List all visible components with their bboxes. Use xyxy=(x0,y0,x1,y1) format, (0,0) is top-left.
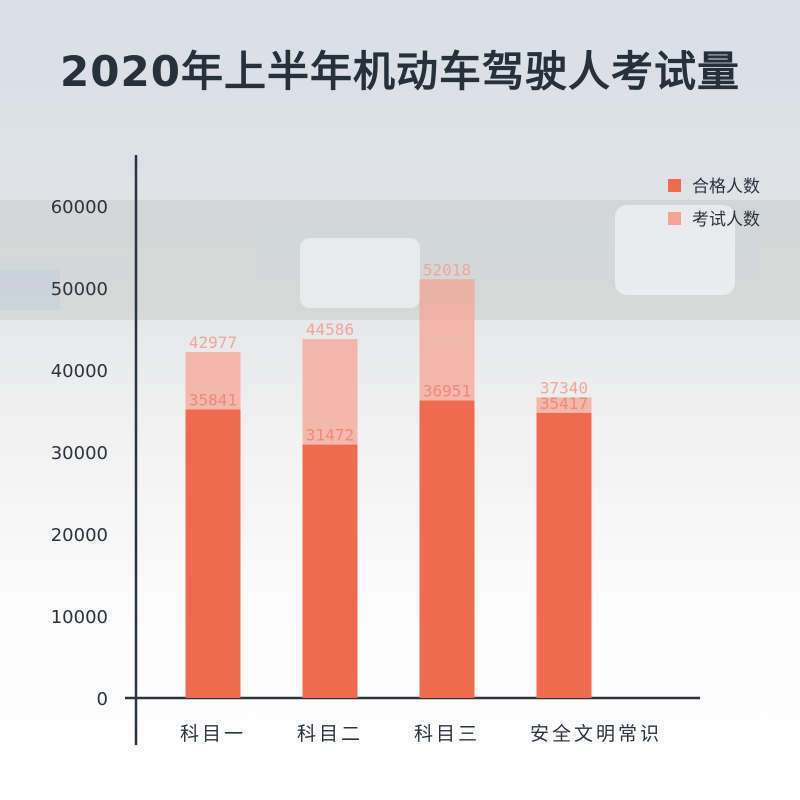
y-tick-label: 20000 xyxy=(51,525,108,546)
y-tick-label: 0 xyxy=(97,689,108,710)
legend-swatch xyxy=(668,212,681,225)
data-label-exam: 37340 xyxy=(540,378,588,397)
data-label-exam: 42977 xyxy=(189,333,237,352)
x-category-label: 安全文明常识 xyxy=(530,723,662,745)
bar-pass xyxy=(536,412,592,698)
data-label-exam: 52018 xyxy=(423,260,471,279)
data-label-pass: 35841 xyxy=(189,390,237,409)
bar-pass xyxy=(302,444,358,698)
data-label-exam: 44586 xyxy=(306,320,354,339)
x-category-label: 科目三 xyxy=(414,723,480,745)
x-category-label: 科目二 xyxy=(297,723,363,745)
bar-pass xyxy=(185,409,241,698)
y-tick-label: 40000 xyxy=(51,361,108,382)
y-tick-label: 50000 xyxy=(51,279,108,300)
legend-swatch xyxy=(668,179,681,192)
data-label-pass: 35417 xyxy=(540,394,588,413)
y-tick-label: 60000 xyxy=(51,197,108,218)
y-tick-label: 30000 xyxy=(51,443,108,464)
y-tick-label: 10000 xyxy=(51,607,108,628)
x-category-label: 科目一 xyxy=(180,723,246,745)
legend-label: 合格人数 xyxy=(692,177,760,197)
data-label-pass: 36951 xyxy=(423,382,471,401)
bar-pass xyxy=(419,400,475,698)
background-photo xyxy=(0,200,800,320)
chart-title: 2020年上半年机动车驾驶人考试量 xyxy=(60,47,740,96)
legend-label: 考试人数 xyxy=(692,210,760,230)
data-label-pass: 31472 xyxy=(306,426,354,445)
